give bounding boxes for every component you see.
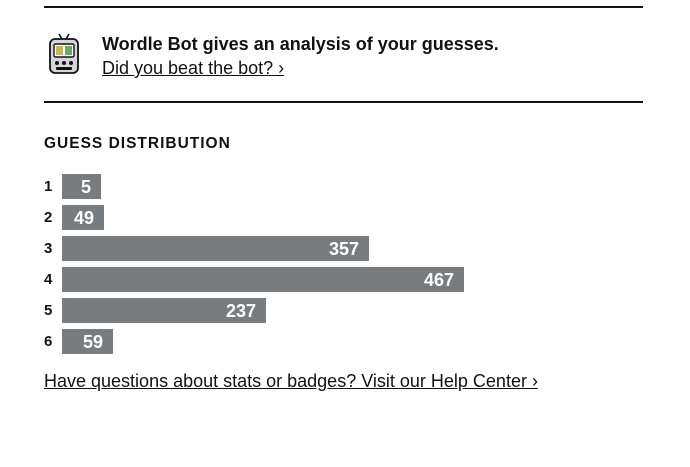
beat-the-bot-link[interactable]: Did you beat the bot? › — [102, 58, 285, 78]
guess-number-label: 4 — [44, 271, 53, 288]
distribution-row-1: 1 5 — [44, 174, 604, 199]
help-center-link[interactable]: Have questions about stats or badges? Vi… — [44, 371, 538, 391]
guess-number-label: 5 — [44, 302, 53, 319]
bot-banner-title: Wordle Bot gives an analysis of your gue… — [102, 34, 499, 54]
distribution-row-6: 6 59 — [44, 329, 604, 354]
distribution-row-4: 4 467 — [44, 267, 604, 292]
guess-count-label: 5 — [80, 177, 91, 197]
distribution-row-5: 5 237 — [44, 298, 604, 323]
distribution-bar: 5 — [62, 174, 101, 199]
section-divider — [44, 101, 643, 103]
guess-number-label: 1 — [44, 178, 53, 195]
guess-number-label: 3 — [44, 240, 53, 257]
distribution-bar: 237 — [62, 298, 266, 323]
distribution-row-2: 2 49 — [44, 205, 604, 230]
distribution-bar: 357 — [62, 236, 369, 261]
guess-count-label: 357 — [328, 239, 359, 259]
guess-number-label: 2 — [44, 209, 53, 226]
guess-number-label: 6 — [44, 333, 53, 350]
distribution-bar: 467 — [62, 267, 464, 292]
guess-distribution-heading: GUESS DISTRIBUTION — [44, 135, 231, 152]
distribution-row-3: 3 357 — [44, 236, 604, 261]
wordle-bot-banner: Wordle Bot gives an analysis of your gue… — [44, 30, 643, 82]
robot-icon — [49, 33, 79, 74]
guess-count-label: 59 — [82, 332, 103, 352]
distribution-bar: 49 — [62, 205, 104, 230]
guess-count-label: 237 — [225, 301, 256, 321]
guess-count-label: 49 — [73, 208, 94, 228]
distribution-bar: 59 — [62, 329, 113, 354]
guess-count-label: 467 — [423, 270, 454, 290]
top-divider — [44, 6, 643, 8]
